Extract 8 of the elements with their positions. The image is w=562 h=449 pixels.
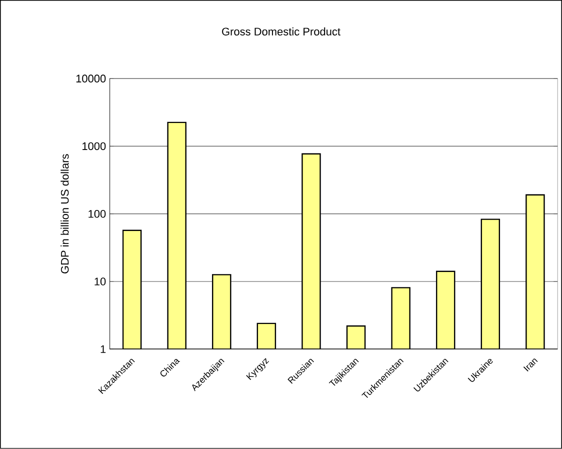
chart-title: Gross Domestic Product — [222, 28, 340, 36]
y-tick-label: 10 — [94, 278, 106, 286]
x-tick-label: Iran — [523, 358, 538, 372]
y-tick-label: 1000 — [82, 142, 106, 150]
y-tick-label: 10000 — [76, 74, 106, 83]
y-axis-title: GDP in billion US dollars — [60, 154, 69, 274]
y-tick-label: 100 — [88, 210, 106, 218]
y-tick-label: 1 — [100, 345, 106, 354]
